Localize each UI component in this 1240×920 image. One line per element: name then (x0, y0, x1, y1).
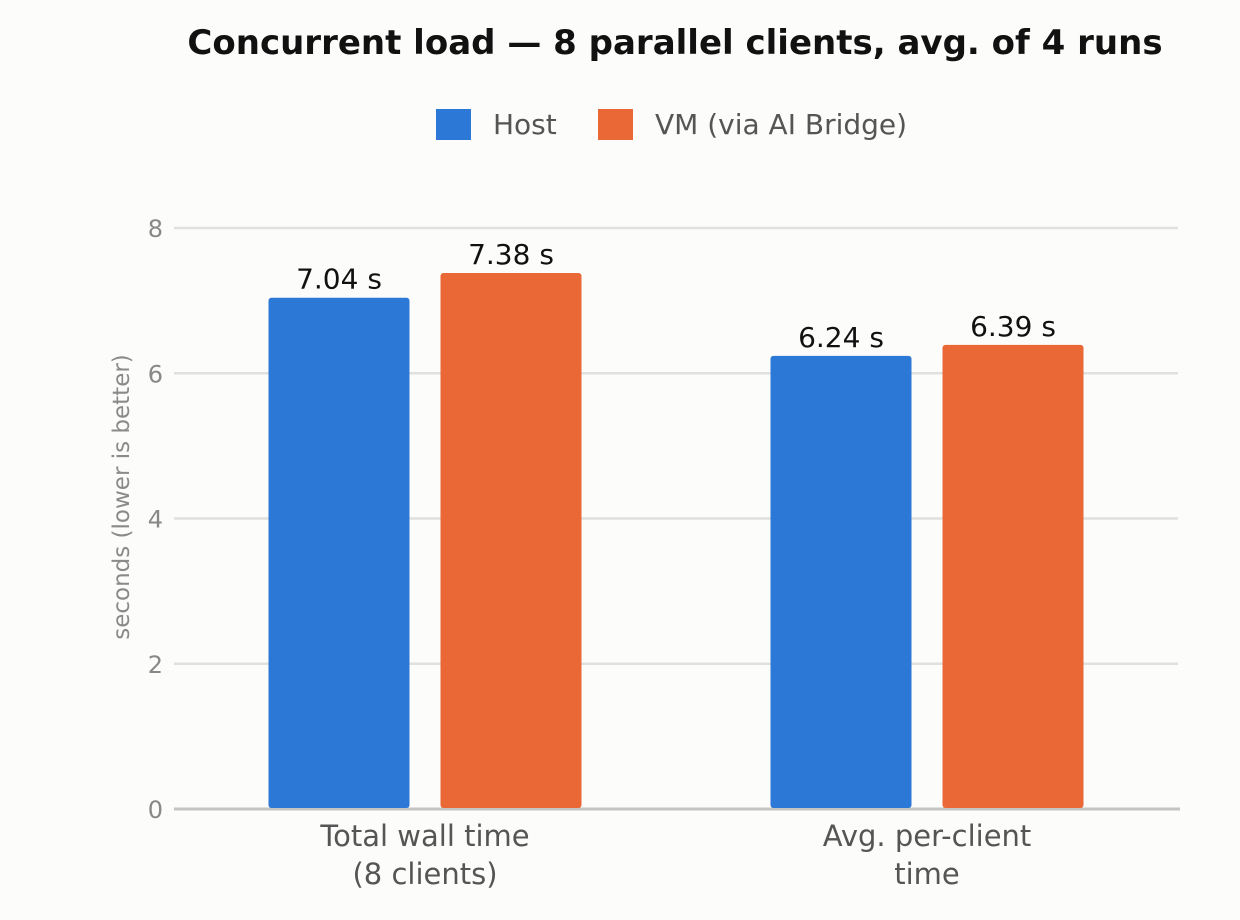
y-tick-label: 6 (148, 360, 163, 388)
y-axis-ticks: 0 2 4 6 8 (148, 215, 163, 824)
bar (268, 297, 410, 808)
x-tick-label: (8 clients) (352, 857, 497, 891)
y-axis-title: seconds (lower is better) (109, 354, 135, 640)
y-tick-label: 2 (148, 651, 163, 679)
data-label: 7.38 s (468, 238, 554, 271)
y-tick-label: 0 (148, 796, 163, 824)
x-tick-label: Total wall time (319, 819, 529, 853)
legend-label: VM (via AI Bridge) (655, 108, 907, 141)
x-tick-label: Avg. per-client (823, 819, 1032, 853)
legend-swatch (598, 109, 633, 140)
legend: Host VM (via AI Bridge) (436, 108, 907, 141)
data-label: 7.04 s (296, 263, 382, 296)
data-label: 6.24 s (798, 321, 884, 354)
legend-label: Host (493, 108, 557, 141)
bar (440, 273, 582, 809)
y-tick-label: 8 (148, 215, 163, 243)
x-tick-label: time (894, 857, 960, 891)
bar (770, 355, 912, 808)
chart-title: Concurrent load — 8 parallel clients, av… (187, 23, 1162, 63)
legend-swatch (436, 109, 471, 140)
bars (268, 273, 1084, 809)
bar (942, 344, 1084, 808)
data-labels: 7.04 s 7.38 s 6.24 s 6.39 s (296, 238, 1056, 354)
y-tick-label: 4 (148, 506, 163, 534)
x-axis-categories: Total wall time (8 clients) Avg. per-clien… (319, 819, 1031, 891)
data-label: 6.39 s (970, 310, 1056, 343)
